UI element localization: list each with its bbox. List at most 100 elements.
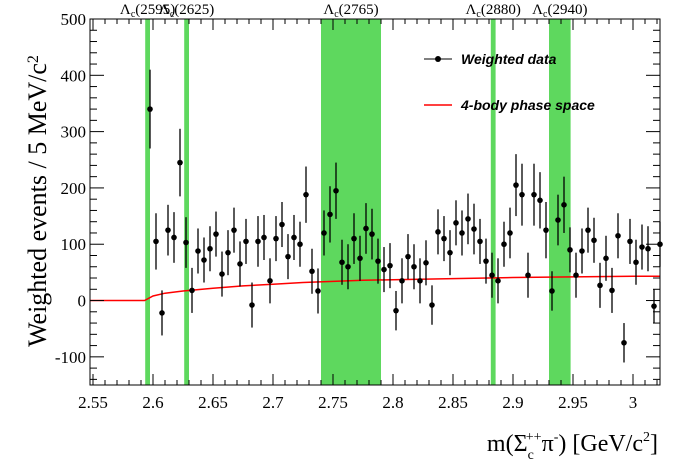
data-marker <box>441 235 447 242</box>
data-marker <box>609 287 615 294</box>
x-axis-label: m(Σc++π-) [GeV/c2] <box>487 430 658 463</box>
data-point <box>393 290 399 331</box>
data-marker <box>207 245 213 252</box>
data-point <box>615 213 621 259</box>
data-marker <box>309 268 315 275</box>
x-tick-label: 3 <box>629 393 638 412</box>
data-point <box>261 214 267 260</box>
data-marker <box>291 234 297 241</box>
data-point <box>537 172 543 229</box>
legend-phase-space-label: 4-body phase space <box>460 97 595 113</box>
data-point <box>219 251 225 297</box>
data-point <box>291 214 297 260</box>
data-point <box>447 230 453 276</box>
data-marker <box>495 278 501 284</box>
data-marker <box>435 229 441 235</box>
data-point <box>153 213 159 270</box>
data-point <box>585 207 591 253</box>
data-point <box>501 221 507 267</box>
x-tick-label: 2.65 <box>198 393 228 412</box>
data-marker <box>381 266 387 273</box>
data-marker <box>387 262 393 269</box>
data-marker <box>171 234 177 241</box>
data-point <box>189 267 195 313</box>
y-tick-label: -100 <box>55 348 86 367</box>
data-point <box>345 244 351 290</box>
data-point <box>279 202 285 248</box>
data-marker <box>525 272 531 279</box>
legend: Weighted data 4-body phase space <box>424 51 595 113</box>
data-point <box>639 224 645 270</box>
data-point <box>201 237 207 283</box>
data-point <box>399 258 405 304</box>
data-point <box>285 234 291 280</box>
data-marker <box>153 238 159 245</box>
data-marker <box>579 248 585 254</box>
data-marker <box>633 259 639 266</box>
data-point <box>177 128 183 197</box>
data-point <box>453 200 459 246</box>
data-point <box>531 163 537 226</box>
data-marker <box>255 238 261 245</box>
data-marker <box>549 288 555 294</box>
data-point <box>429 285 435 325</box>
data-marker <box>555 217 561 223</box>
data-marker <box>285 253 291 260</box>
data-point <box>519 163 525 226</box>
resonance-band <box>549 19 571 385</box>
data-point <box>633 239 639 285</box>
data-point <box>207 226 213 272</box>
data-point <box>495 258 501 304</box>
x-tick-label: 2.7 <box>262 393 284 412</box>
data-point <box>273 216 279 262</box>
x-tick-label: 2.95 <box>558 393 588 412</box>
data-marker <box>261 234 267 241</box>
data-marker <box>303 191 309 198</box>
y-tick-label: 400 <box>61 66 87 85</box>
data-point <box>543 202 549 259</box>
data-marker <box>603 255 609 262</box>
x-tick-label: 2.75 <box>318 393 348 412</box>
data-point <box>309 248 315 294</box>
data-marker <box>405 253 411 260</box>
data-point <box>357 235 363 281</box>
data-point <box>477 218 483 264</box>
data-point <box>621 323 627 363</box>
data-point <box>255 216 261 267</box>
x-tick-label: 2.85 <box>438 393 468 412</box>
x-axis-ticks: 2.55 2.6 2.65 2.7 2.75 2.8 2.85 2.9 2.95 3 <box>78 19 658 412</box>
data-marker <box>561 202 567 208</box>
data-marker <box>213 231 219 237</box>
data-point <box>159 290 165 336</box>
data-point <box>303 166 309 223</box>
data-marker <box>615 232 621 239</box>
data-marker <box>645 245 651 252</box>
data-marker <box>471 226 477 232</box>
data-point <box>339 239 345 285</box>
data-point <box>363 203 369 254</box>
data-point <box>195 228 201 274</box>
x-tick-label: 2.9 <box>502 393 523 412</box>
data-point <box>237 241 243 287</box>
data-marker <box>489 272 495 279</box>
data-point <box>405 234 411 280</box>
data-marker <box>183 239 189 246</box>
data-marker <box>543 227 549 233</box>
phase-space-curve <box>90 275 660 302</box>
y-tick-label: 100 <box>61 235 87 254</box>
data-marker <box>399 278 405 284</box>
data-point <box>351 213 357 264</box>
data-point <box>423 240 429 286</box>
data-marker <box>249 302 255 308</box>
data-marker <box>279 221 285 228</box>
data-marker <box>531 191 537 198</box>
data-point <box>579 228 585 274</box>
data-marker <box>417 278 423 284</box>
data-point <box>651 289 657 324</box>
data-point <box>465 193 471 245</box>
data-marker <box>447 249 453 256</box>
data-point <box>369 208 375 260</box>
data-marker <box>369 231 375 237</box>
data-point <box>147 69 153 149</box>
phase-space-line <box>90 275 660 302</box>
